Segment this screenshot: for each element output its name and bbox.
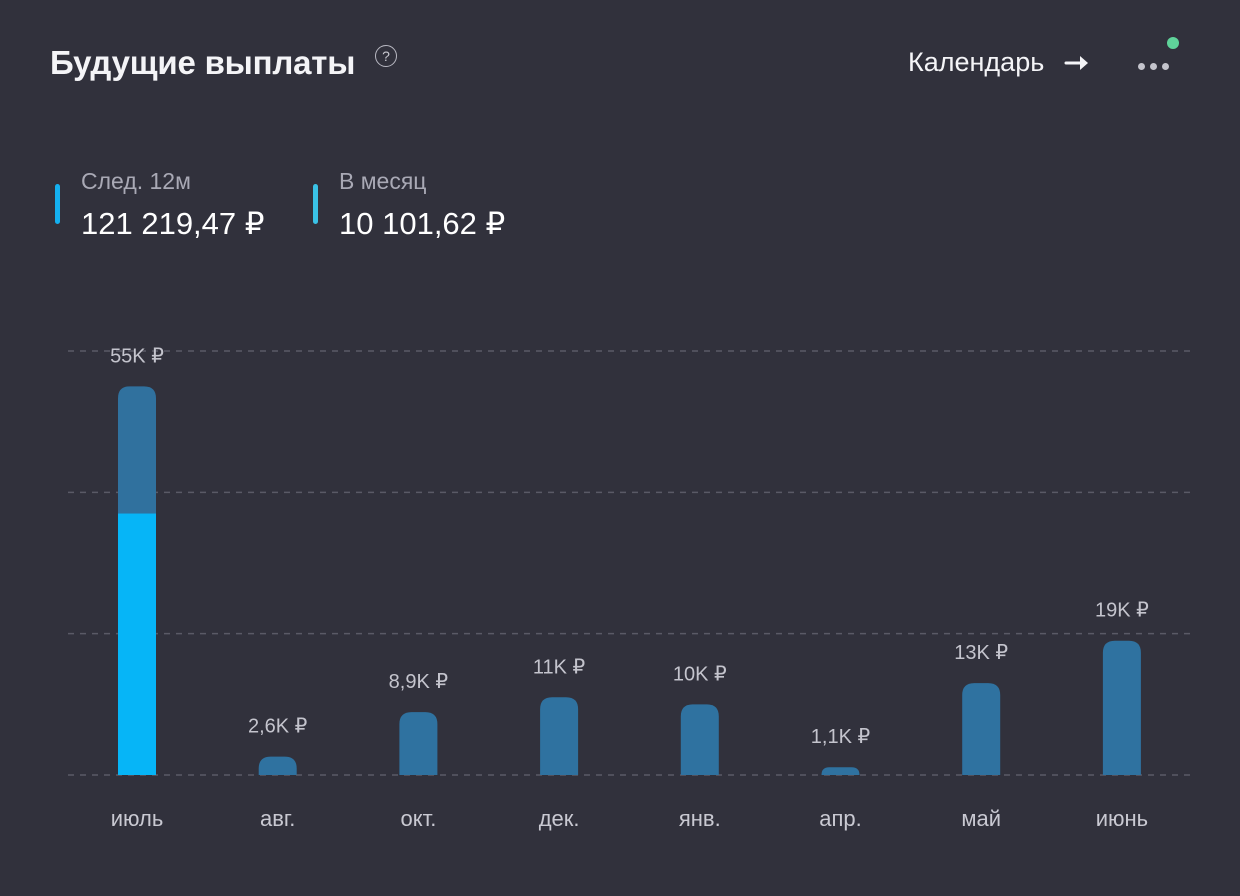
stat-marker	[55, 184, 60, 224]
data-label: 11K ₽	[533, 656, 586, 678]
x-tick-label: окт.	[400, 806, 436, 831]
stat-label: В месяц	[339, 168, 427, 194]
bar-апр.	[821, 767, 860, 775]
x-tick-label: дек.	[539, 806, 580, 831]
notification-dot	[1167, 37, 1179, 49]
x-tick-label: июль	[111, 806, 164, 831]
x-tick-label: май	[961, 806, 1001, 831]
bar-авг.	[258, 756, 297, 775]
bar-янв.	[680, 704, 719, 775]
data-label: 10K ₽	[673, 663, 727, 685]
more-options-button[interactable]	[1132, 37, 1179, 84]
more-dots-icon	[1138, 63, 1169, 70]
question-circle-icon[interactable]: ?	[375, 45, 397, 67]
card-title: Будущие выплаты	[50, 44, 356, 81]
data-label: 1,1K ₽	[811, 726, 871, 748]
bar-июнь	[1102, 640, 1141, 775]
bar-окт.	[399, 712, 438, 775]
bar-май	[962, 683, 1001, 775]
data-label: 55K ₽	[110, 345, 164, 367]
calendar-label: Календарь	[908, 47, 1045, 77]
stat-value: 10 101,62 ₽	[339, 206, 506, 241]
x-tick-label: июнь	[1096, 806, 1148, 831]
data-label: 8,9K ₽	[389, 671, 449, 693]
arrow-right-icon	[1064, 55, 1089, 70]
x-tick-label: апр.	[819, 806, 862, 831]
stat-label: След. 12м	[81, 168, 191, 194]
calendar-link[interactable]: Календарь	[908, 47, 1090, 78]
data-label: 19K ₽	[1095, 600, 1149, 622]
bar-highlight-segment	[118, 513, 156, 775]
bar-дек.	[540, 697, 579, 775]
x-tick-label: авг.	[260, 806, 295, 831]
x-tick-label: янв.	[679, 806, 721, 831]
data-label: 13K ₽	[954, 642, 1008, 664]
stat-value: 121 219,47 ₽	[81, 206, 265, 241]
data-label: 2,6K ₽	[248, 716, 308, 738]
stat-marker	[313, 184, 318, 224]
